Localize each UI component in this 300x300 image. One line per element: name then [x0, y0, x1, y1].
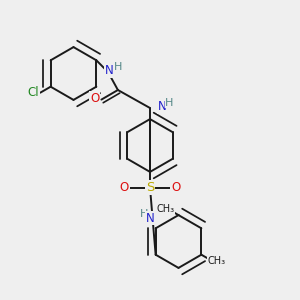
Text: H: H	[113, 61, 122, 72]
Text: S: S	[146, 181, 154, 194]
Text: N: N	[146, 212, 154, 225]
Text: N: N	[158, 100, 166, 113]
Text: N: N	[105, 64, 114, 77]
Text: H: H	[165, 98, 174, 108]
Text: H: H	[140, 208, 148, 219]
Text: O: O	[120, 181, 129, 194]
Text: CH₃: CH₃	[156, 204, 174, 214]
Text: CH₃: CH₃	[207, 256, 225, 266]
Text: O: O	[90, 92, 99, 105]
Text: O: O	[171, 181, 180, 194]
Text: Cl: Cl	[28, 86, 40, 99]
